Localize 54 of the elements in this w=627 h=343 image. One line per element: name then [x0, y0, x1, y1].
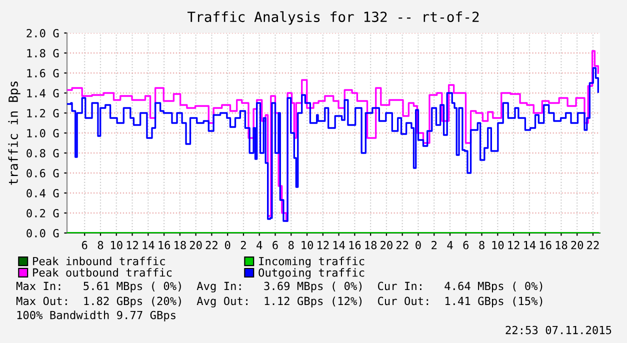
legend-label: Peak outbound traffic [33, 268, 172, 277]
x-tick-label: 22 [206, 240, 218, 250]
x-tick-label: 18 [174, 240, 186, 250]
x-tick-label: 18 [556, 240, 568, 250]
legend-label: Outgoing traffic [258, 268, 364, 279]
y-tick-label: 1.0 G [27, 129, 59, 138]
text: Max In: 5.61 MBps ( 0%) Avg In: 3.69 MBps ( 0%) Cur In: 4.64 MBps ( 0%) [16, 282, 542, 292]
x-tick-label: 22 [396, 240, 408, 250]
x-tick-label: 14 [333, 241, 345, 250]
x-tick-label: 18 [365, 240, 377, 250]
x-tick-label: 10 [302, 240, 313, 250]
y-tick-label: 1.8 G [27, 49, 59, 58]
y-tick-label: 1.4 G [27, 89, 59, 98]
x-tick-label: 8 [479, 240, 484, 250]
x-tick-label: 14 [142, 241, 154, 250]
chart-title: Traffic Analysis for 132 -- rt-of-2 [187, 11, 479, 25]
text: Max Out: 1.82 GBps (20%) Avg Out: 1.12 GBps (12%) Cur Out: 1.41 GBps (15%) [16, 296, 542, 308]
y-tick-label: 0.6 G [26, 169, 59, 178]
y-axis-title: traffic in Bps [8, 82, 20, 185]
x-tick-label: 2 [432, 240, 437, 250]
x-tick-label: 0 [416, 240, 421, 250]
legend-label: Incoming traffic [259, 256, 364, 268]
x-tick-label: 14 [524, 241, 536, 250]
x-tick-label: 6 [82, 240, 88, 250]
y-tick-label: 1.6 G [27, 69, 59, 78]
x-tick-label: 0 [224, 240, 230, 250]
legend-label: Peak inbound traffic [33, 256, 165, 266]
x-tick-label: 10 [111, 240, 122, 250]
y-tick-label: 0.8 G [26, 149, 59, 158]
x-tick-label: 4 [447, 241, 453, 250]
x-tick-label: 12 [318, 240, 329, 250]
x-tick-label: 16 [158, 240, 170, 250]
x-tick-label: 4 [256, 241, 262, 250]
text: 100% Bandwidth 9.77 GBps [17, 310, 176, 322]
y-tick-label: 0.2 G [26, 209, 59, 218]
y-tick-label: 0.0 G [26, 229, 59, 238]
y-tick-label: 2.0 G [26, 29, 59, 38]
x-tick-label: 16 [349, 240, 361, 250]
x-tick-label: 12 [508, 240, 520, 250]
x-tick-label: 20 [380, 240, 392, 250]
x-tick-label: 10 [492, 240, 504, 250]
x-tick-label: 6 [272, 240, 278, 250]
x-tick-label: 20 [571, 240, 584, 250]
x-tick-label: 8 [288, 240, 294, 250]
y-tick-label: 1.2 G [27, 109, 59, 118]
x-tick-label: 12 [126, 240, 138, 250]
y-tick-label: 0.4 G [26, 189, 59, 198]
text: 22:53 07.11.2015 [506, 326, 612, 334]
x-tick-label: 2 [240, 240, 246, 250]
x-tick-label: 22 [587, 240, 599, 250]
x-tick-label: 20 [190, 240, 202, 250]
x-tick-label: 6 [463, 240, 469, 250]
x-tick-label: 8 [98, 240, 104, 250]
x-tick-label: 16 [540, 240, 552, 250]
